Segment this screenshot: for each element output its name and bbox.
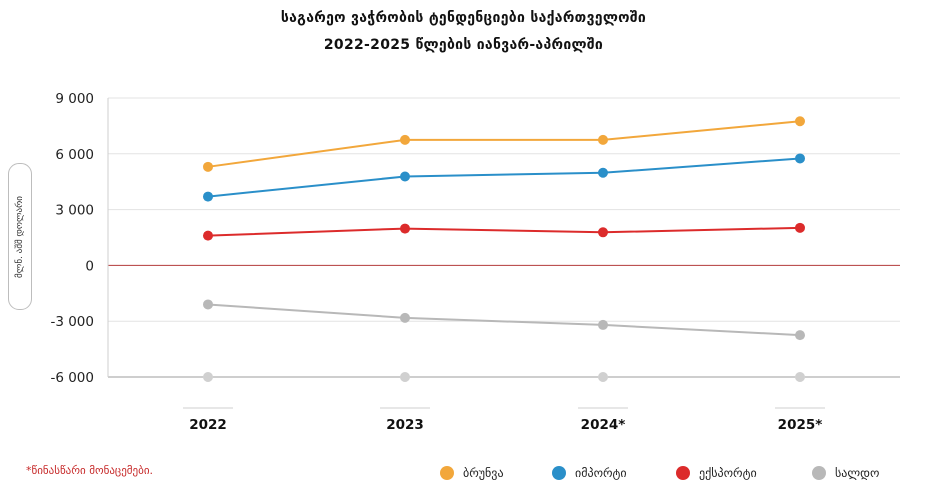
legend-marker-exports: [676, 466, 690, 480]
y-tick-label: 0: [85, 258, 94, 274]
y-tick-label: 9 000: [55, 91, 94, 107]
y-tick-label: 6 000: [55, 147, 94, 163]
legend-item-balance[interactable]: სალდო: [812, 466, 879, 480]
data-point-exports: [795, 222, 805, 233]
legend-marker-turnover: [440, 466, 454, 480]
series-line-turnover: [207, 120, 801, 168]
y-tick-label: -6 000: [50, 370, 94, 386]
data-point-turnover: [203, 161, 213, 172]
axis-baseline-marker: [203, 372, 213, 382]
x-tick-label: 2022: [189, 417, 227, 433]
series-line-balance: [207, 303, 801, 337]
axis-baseline-marker: [400, 372, 410, 382]
legend-marker-balance: [812, 466, 826, 480]
x-tick-label: 2025*: [778, 417, 823, 433]
legend-label-balance: სალდო: [835, 466, 880, 480]
legend-item-turnover[interactable]: ბრუნვა: [440, 466, 504, 480]
y-axis-label-box: მლნ. აშშ დოლარი: [8, 163, 32, 310]
data-point-exports: [598, 227, 608, 238]
legend-label-turnover: ბრუნვა: [463, 466, 504, 480]
series-line-imports: [207, 157, 801, 198]
data-point-exports: [400, 223, 410, 234]
legend-item-exports[interactable]: ექსპორტი: [676, 466, 757, 480]
footnote: *წინასწარი მონაცემები.: [26, 464, 154, 477]
data-point-turnover: [795, 116, 805, 127]
y-tick-label: -3 000: [50, 314, 94, 330]
legend-item-imports[interactable]: იმპორტი: [552, 466, 627, 480]
data-point-exports: [203, 230, 213, 241]
legend-label-exports: ექსპორტი: [699, 466, 757, 480]
data-point-balance: [795, 330, 805, 341]
legend-label-imports: იმპორტი: [575, 466, 627, 480]
data-point-imports: [598, 167, 608, 178]
y-tick-label: 3 000: [55, 203, 94, 219]
data-point-balance: [203, 299, 213, 310]
data-point-imports: [795, 153, 805, 164]
axis-baseline-marker: [598, 372, 608, 382]
data-point-imports: [400, 171, 410, 182]
legend-marker-imports: [552, 466, 566, 480]
data-point-turnover: [598, 134, 608, 145]
chart-title: საგარეო ვაჭრობის ტენდენციები საქართველოშ…: [280, 10, 647, 26]
chart-subtitle: 2022-2025 წლების იანვარ-აპრილში: [323, 37, 604, 53]
data-point-turnover: [400, 134, 410, 145]
x-tick-label: 2023: [386, 417, 424, 433]
data-point-imports: [203, 191, 213, 202]
data-point-balance: [598, 319, 608, 330]
series-line-exports: [207, 226, 801, 237]
axis-baseline-marker: [795, 372, 805, 382]
data-point-balance: [400, 312, 410, 323]
x-tick-label: 2024*: [581, 417, 626, 433]
